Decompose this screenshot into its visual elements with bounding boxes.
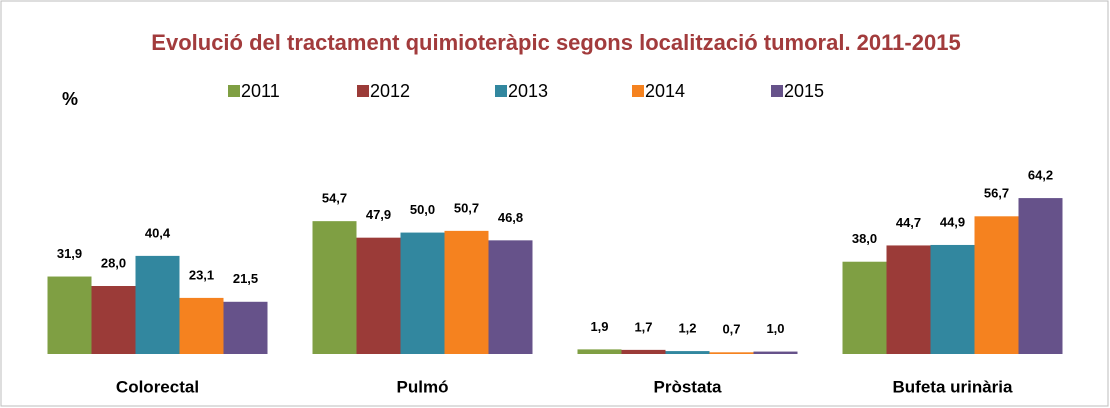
bar [223,301,268,354]
value-label: 46,8 [498,210,523,225]
value-label: 64,2 [1028,168,1053,183]
legend-label: 2014 [645,81,685,101]
legend-swatch [357,85,369,97]
bar [709,352,754,354]
bar [91,286,136,354]
value-label: 31,9 [57,246,82,261]
x-tick-label: Bufeta urinària [893,377,1014,396]
value-label: 1,2 [678,321,696,336]
value-label: 1,7 [634,319,652,334]
bar [312,221,357,354]
value-label: 0,7 [722,322,740,337]
bar [577,349,622,354]
value-label: 1,0 [766,321,784,336]
x-tick-label: Pulmó [397,377,449,396]
bar [665,351,710,354]
legend-swatch [632,85,644,97]
value-label: 50,7 [454,200,479,215]
legend-label: 2015 [784,81,824,101]
bar [886,245,931,354]
x-tick-label: Pròstata [653,377,722,396]
value-label: 44,9 [940,214,965,229]
value-label: 1,9 [590,319,608,334]
bar [842,261,887,354]
bar [488,240,533,354]
value-label: 28,0 [101,255,126,270]
legend-swatch [495,85,507,97]
bar [356,237,401,354]
value-label: 21,5 [233,271,258,286]
legend-label: 2011 [241,81,280,101]
legend-label: 2012 [370,81,410,101]
bar [135,255,180,354]
chart-title: Evolució del tractament quimioteràpic se… [151,30,960,55]
bar [1018,198,1063,354]
legend-swatch [228,85,240,97]
value-label: 47,9 [366,207,391,222]
value-label: 44,7 [896,215,921,230]
bar [444,230,489,354]
bar [753,351,798,354]
bar [47,276,92,354]
legend-label: 2013 [508,81,548,101]
value-label: 38,0 [852,231,877,246]
legend-swatch [771,85,783,97]
bar [974,216,1019,354]
bar [179,297,224,354]
x-tick-label: Colorectal [116,377,199,396]
y-axis-label: % [62,89,78,109]
value-label: 40,4 [145,225,171,240]
value-label: 23,1 [189,267,214,282]
value-label: 56,7 [984,186,1009,201]
bar [621,349,666,354]
bar [400,232,445,354]
value-label: 54,7 [322,191,347,206]
bar [930,244,975,354]
value-label: 50,0 [410,202,435,217]
